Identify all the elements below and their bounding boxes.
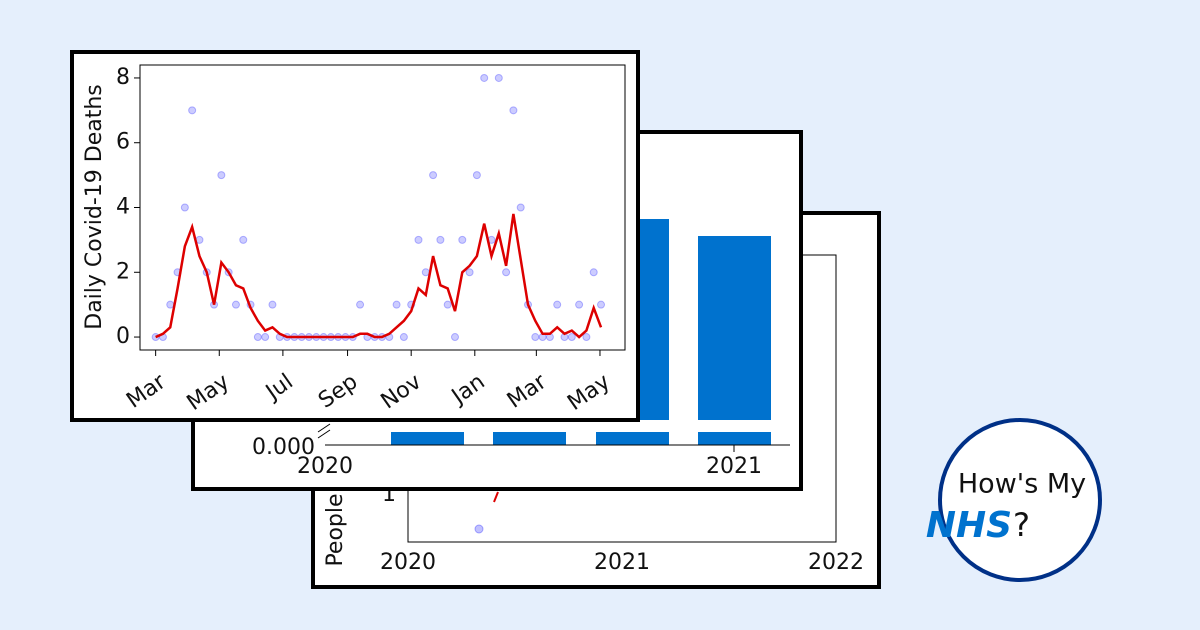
point xyxy=(166,300,175,309)
point xyxy=(414,235,423,244)
point xyxy=(180,203,189,212)
point xyxy=(553,300,562,309)
point xyxy=(509,106,518,115)
x-tick-label: 2020 xyxy=(297,454,353,479)
logo-text: How's My xyxy=(958,469,1086,500)
bar xyxy=(391,432,464,445)
logo-circle xyxy=(938,418,1102,582)
x-tick-label: 2021 xyxy=(594,550,650,575)
point xyxy=(261,333,270,342)
point xyxy=(575,300,584,309)
point xyxy=(392,300,401,309)
point xyxy=(239,235,248,244)
bar xyxy=(493,432,566,445)
line-fragment xyxy=(493,491,499,503)
axis-break xyxy=(317,429,331,439)
point xyxy=(188,106,197,115)
logo-question: ? xyxy=(1013,506,1030,544)
point xyxy=(217,171,226,180)
point xyxy=(531,333,540,342)
point xyxy=(567,333,576,342)
point xyxy=(480,73,489,82)
x-tick-label: 2020 xyxy=(380,550,436,575)
point xyxy=(516,203,525,212)
point xyxy=(443,300,452,309)
point xyxy=(589,268,598,277)
y-tick-label: 4 xyxy=(116,195,130,220)
bar xyxy=(698,432,771,445)
point xyxy=(582,333,591,342)
point xyxy=(253,333,262,342)
y-tick-label: 0 xyxy=(116,324,130,349)
point xyxy=(231,300,240,309)
bar xyxy=(596,432,669,445)
y-tick-label: 8 xyxy=(116,65,130,90)
axis-break xyxy=(317,423,331,433)
line xyxy=(155,213,603,339)
point xyxy=(356,300,365,309)
y-axis-label: People xyxy=(323,493,348,566)
point xyxy=(450,333,459,342)
logo-nhs: NHS xyxy=(926,505,1012,546)
point xyxy=(429,171,438,180)
point xyxy=(502,268,511,277)
point xyxy=(597,300,606,309)
y-axis-label: Daily Covid-19 Deaths xyxy=(82,84,107,330)
logo: How's My NHS ? xyxy=(926,418,1102,582)
y-tick-label: 2 xyxy=(116,259,130,284)
point xyxy=(421,268,430,277)
y-tick-label: 6 xyxy=(116,130,130,155)
point xyxy=(436,235,445,244)
x-tick-label: 2021 xyxy=(706,454,762,479)
point xyxy=(472,171,481,180)
x-tick-label: 2022 xyxy=(808,550,864,575)
point xyxy=(399,333,408,342)
point xyxy=(494,73,503,82)
card-frame xyxy=(70,50,640,422)
point xyxy=(474,524,484,534)
point xyxy=(458,235,467,244)
bar xyxy=(698,236,771,420)
y-tick-label: 0.000 xyxy=(252,435,315,460)
point xyxy=(268,300,277,309)
point xyxy=(465,268,474,277)
